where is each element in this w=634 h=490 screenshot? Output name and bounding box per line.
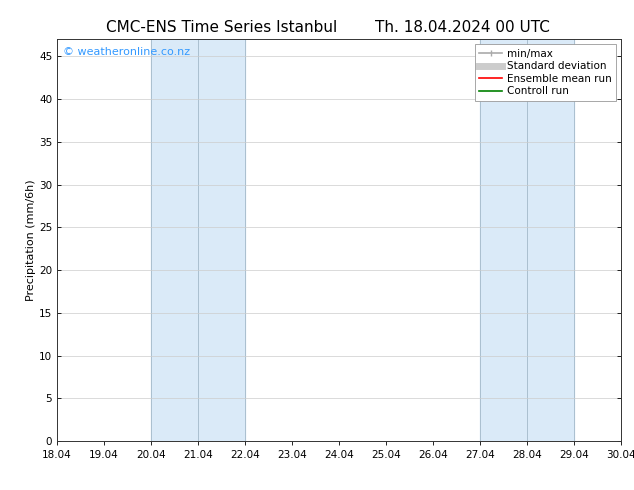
Text: Th. 18.04.2024 00 UTC: Th. 18.04.2024 00 UTC <box>375 20 550 35</box>
Y-axis label: Precipitation (mm/6h): Precipitation (mm/6h) <box>26 179 36 301</box>
Text: CMC-ENS Time Series Istanbul: CMC-ENS Time Series Istanbul <box>107 20 337 35</box>
Text: © weatheronline.co.nz: © weatheronline.co.nz <box>63 47 190 57</box>
Bar <box>151 39 245 441</box>
Legend: min/max, Standard deviation, Ensemble mean run, Controll run: min/max, Standard deviation, Ensemble me… <box>475 45 616 100</box>
Bar <box>480 39 574 441</box>
